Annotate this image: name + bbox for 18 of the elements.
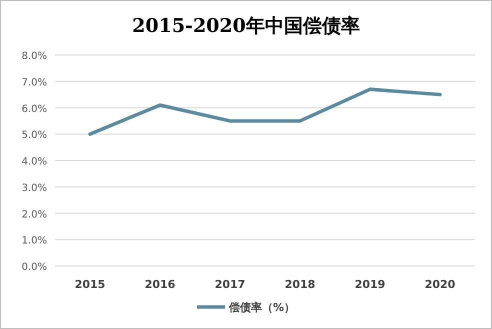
y-tick-label: 4.0% — [22, 156, 47, 168]
x-tick-label: 2017 — [214, 278, 246, 291]
y-tick-label: 2.0% — [22, 209, 47, 220]
x-tick-label: 2018 — [284, 278, 316, 291]
line-series — [88, 88, 442, 136]
y-tick-label: 5.0% — [22, 130, 47, 142]
legend-label: 偿债率（%） — [228, 301, 296, 314]
x-tick-label: 2015 — [74, 278, 106, 291]
y-tick-label: 7.0% — [22, 77, 47, 88]
y-tick-label: 3.0% — [22, 182, 47, 194]
y-tick-label: 1.0% — [22, 236, 47, 247]
x-tick-label: 2020 — [424, 278, 456, 291]
x-tick-label: 2016 — [144, 278, 176, 291]
chart-title: 2015-2020年中国偿债率 — [132, 15, 360, 37]
y-tick-label: 8.0% — [22, 51, 47, 62]
x-tick-label: 2019 — [354, 278, 386, 291]
y-tick-label: 6.0% — [22, 104, 47, 115]
y-tick-label: 0.0% — [22, 262, 47, 273]
